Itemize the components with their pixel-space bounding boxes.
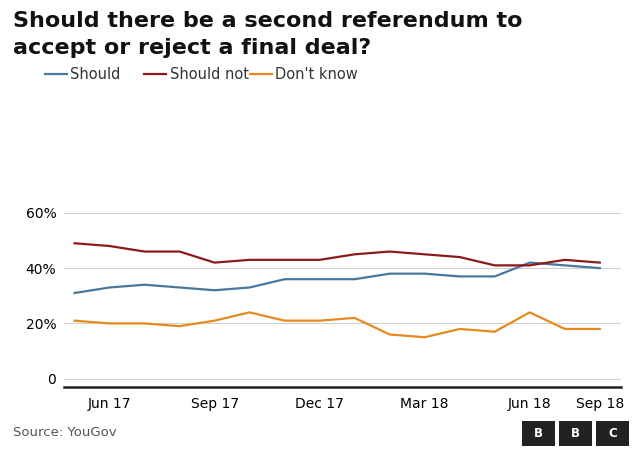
Should: [456, 274, 463, 279]
Should: [70, 290, 78, 296]
Should not: [316, 257, 323, 262]
Should: [351, 276, 358, 282]
Line: Don't know: Don't know: [74, 312, 600, 337]
Should: [386, 271, 394, 276]
Don't know: [141, 321, 148, 326]
Don't know: [491, 329, 499, 334]
Should not: [561, 257, 568, 262]
Should: [421, 271, 429, 276]
Don't know: [456, 326, 463, 332]
Should not: [176, 249, 184, 254]
Don't know: [351, 315, 358, 320]
Text: accept or reject a final deal?: accept or reject a final deal?: [13, 38, 371, 58]
Should not: [526, 263, 534, 268]
Line: Should not: Should not: [74, 243, 600, 266]
Should not: [421, 252, 429, 257]
Should: [141, 282, 148, 288]
Don't know: [316, 318, 323, 324]
Don't know: [281, 318, 289, 324]
Don't know: [596, 326, 604, 332]
Should: [211, 288, 218, 293]
Should: [596, 266, 604, 271]
Should: [561, 263, 568, 268]
Text: B: B: [534, 427, 543, 440]
Text: B: B: [571, 427, 580, 440]
Text: C: C: [608, 427, 617, 440]
Should: [176, 285, 184, 290]
Don't know: [211, 318, 218, 324]
Don't know: [561, 326, 568, 332]
Should: [526, 260, 534, 265]
Should: [281, 276, 289, 282]
Should not: [281, 257, 289, 262]
Should not: [491, 263, 499, 268]
Don't know: [526, 310, 534, 315]
Should not: [211, 260, 218, 265]
Should: [316, 276, 323, 282]
Should not: [106, 243, 113, 249]
Should not: [456, 254, 463, 260]
Should not: [246, 257, 253, 262]
Should not: [596, 260, 604, 265]
Don't know: [70, 318, 78, 324]
Should not: [141, 249, 148, 254]
Text: Should there be a second referendum to: Should there be a second referendum to: [13, 11, 522, 31]
Text: Should not: Should not: [170, 67, 248, 82]
Should: [246, 285, 253, 290]
Should not: [351, 252, 358, 257]
Text: Should: Should: [70, 67, 121, 82]
Should not: [70, 241, 78, 246]
Don't know: [386, 332, 394, 337]
Don't know: [106, 321, 113, 326]
Should not: [386, 249, 394, 254]
Don't know: [421, 334, 429, 340]
Line: Should: Should: [74, 263, 600, 293]
Text: Source: YouGov: Source: YouGov: [13, 426, 116, 439]
Don't know: [176, 324, 184, 329]
Text: Don't know: Don't know: [275, 67, 358, 82]
Should: [491, 274, 499, 279]
Don't know: [246, 310, 253, 315]
Should: [106, 285, 113, 290]
